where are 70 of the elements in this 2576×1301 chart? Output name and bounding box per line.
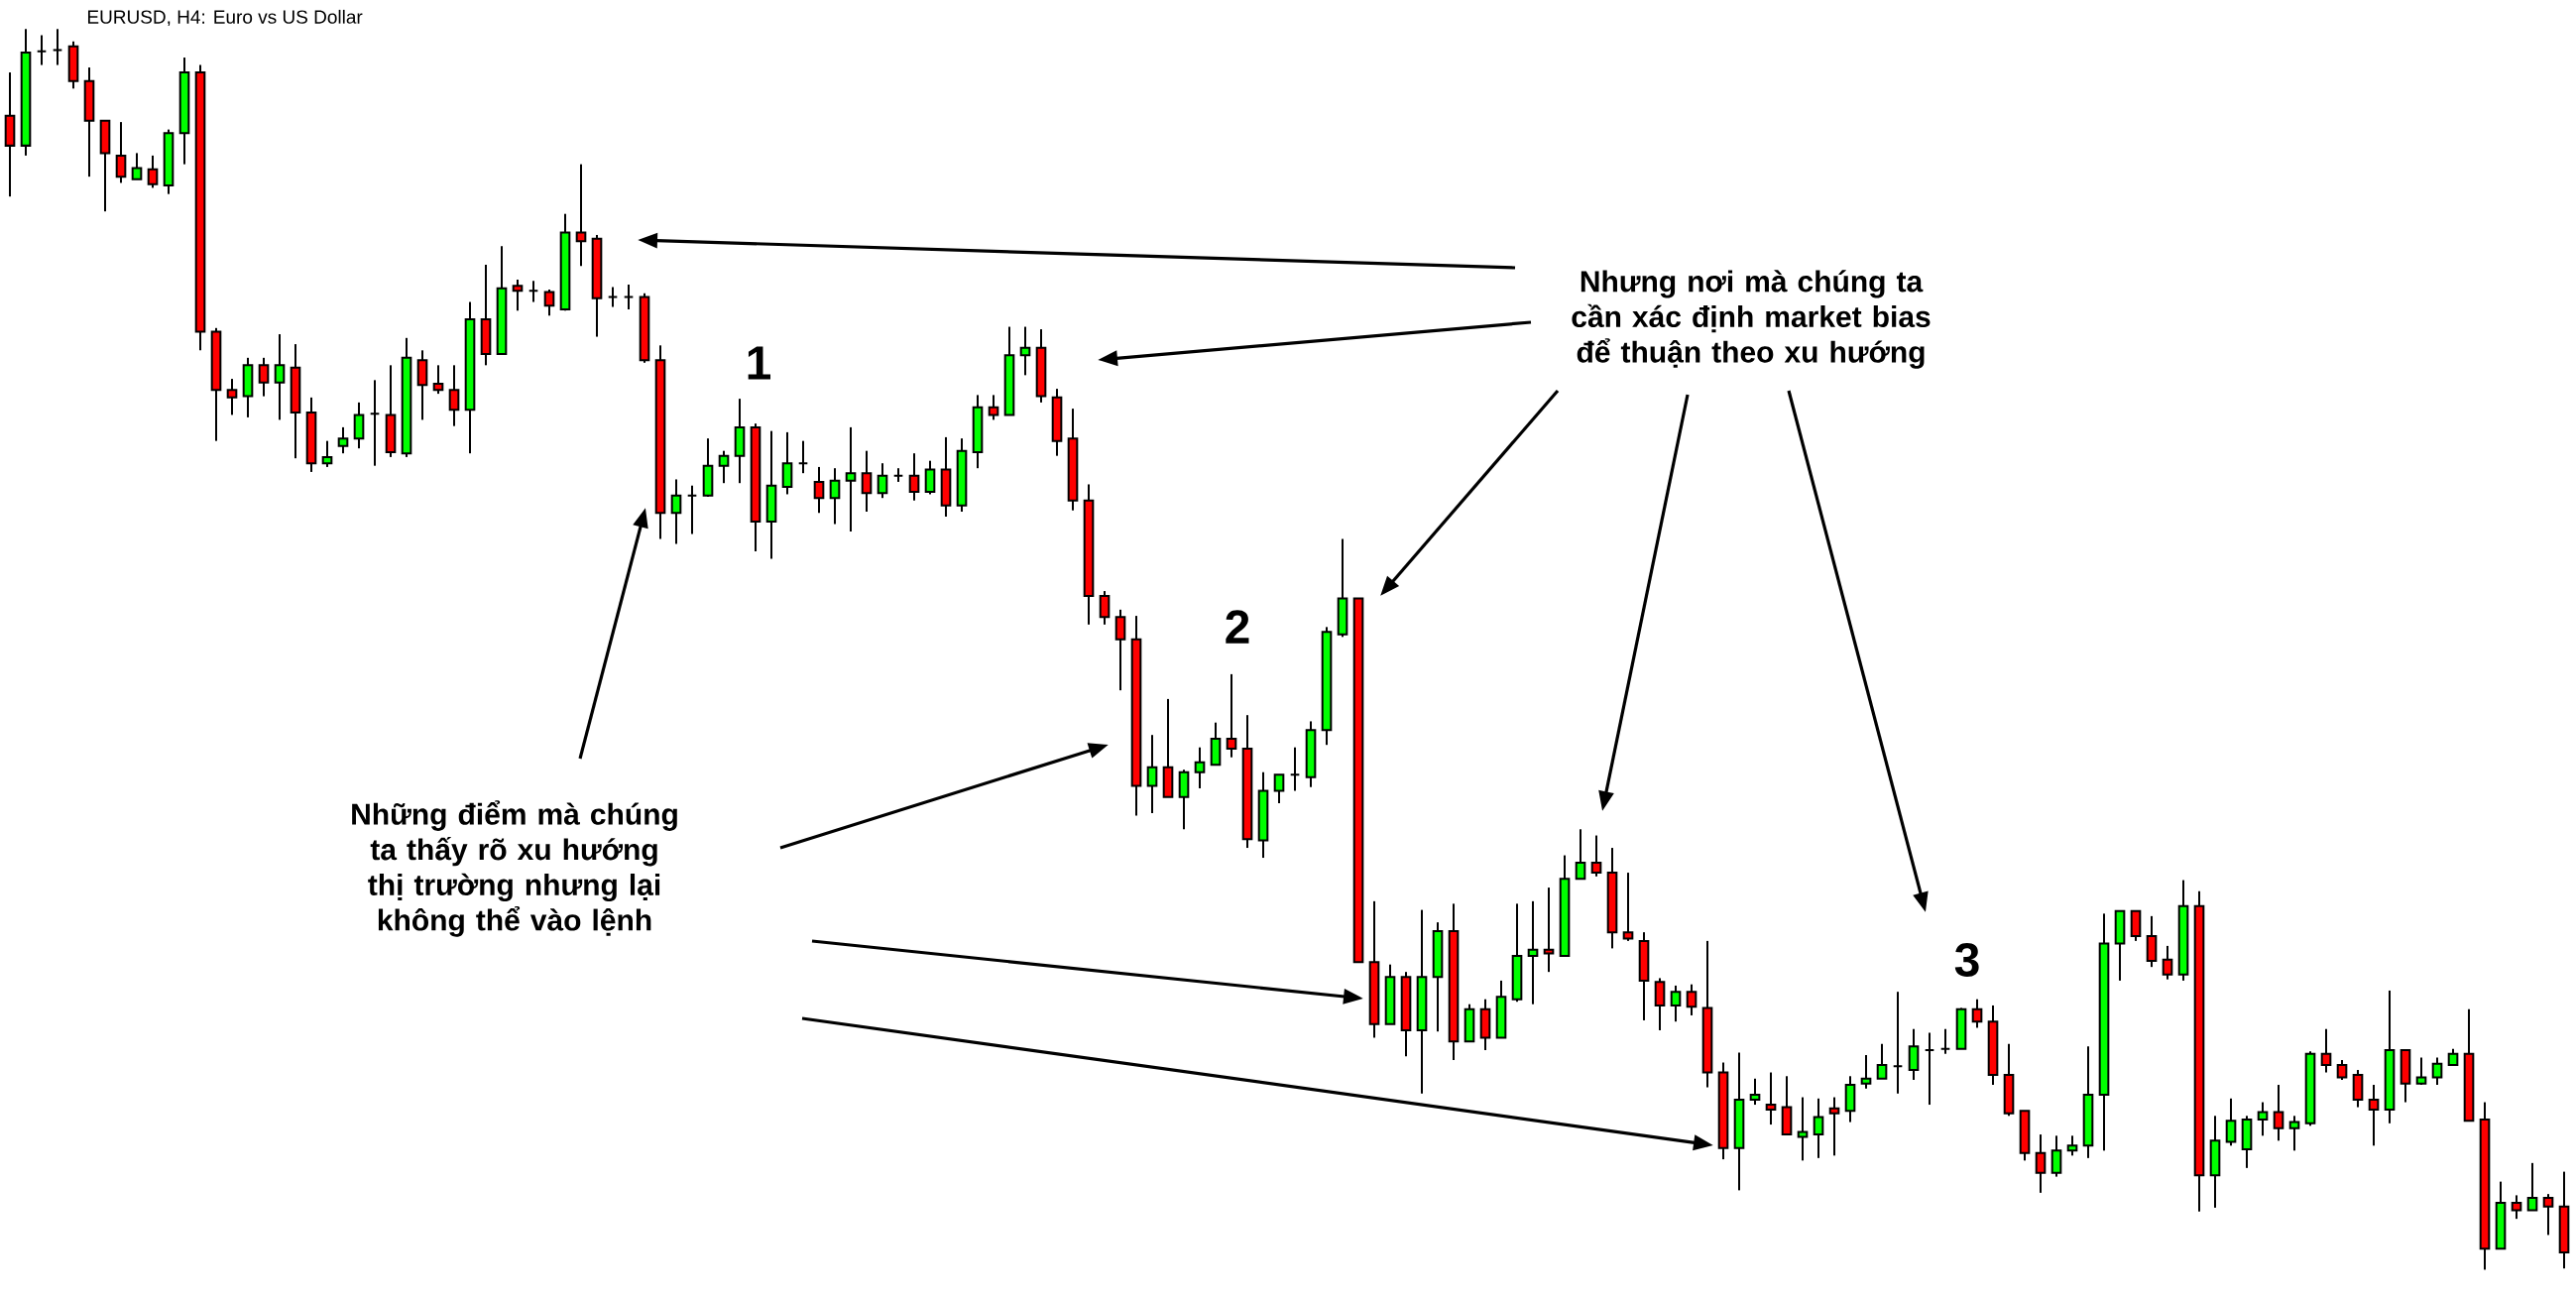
candlestick bbox=[1194, 746, 1206, 789]
candlestick bbox=[115, 121, 127, 184]
candlestick bbox=[147, 154, 159, 189]
candlestick bbox=[1828, 1096, 1840, 1157]
candlestick bbox=[924, 459, 936, 496]
candlestick bbox=[512, 279, 524, 312]
candlestick bbox=[877, 462, 888, 500]
candlestick bbox=[845, 425, 857, 532]
candlestick bbox=[1527, 899, 1539, 1005]
candlestick bbox=[2415, 1056, 2427, 1087]
candlestick bbox=[1876, 1042, 1888, 1080]
candlestick bbox=[1670, 984, 1682, 1023]
candlestick bbox=[2050, 1134, 2062, 1178]
candlestick bbox=[2273, 1084, 2284, 1142]
candlestick bbox=[258, 356, 270, 398]
candlestick bbox=[1273, 773, 1285, 805]
candlestick bbox=[1654, 977, 1666, 1031]
candlestick bbox=[908, 452, 920, 502]
candlestick bbox=[575, 163, 587, 268]
candlestick bbox=[448, 364, 460, 427]
candlestick bbox=[2288, 1115, 2300, 1152]
candlestick bbox=[988, 394, 999, 421]
candlestick bbox=[1765, 1071, 1777, 1126]
candlestick bbox=[2162, 944, 2173, 981]
candlestick bbox=[670, 478, 682, 545]
candlestick bbox=[1749, 1077, 1761, 1107]
annotation: 3 bbox=[1954, 942, 1979, 978]
annotation: 1 bbox=[748, 346, 771, 380]
candlestick bbox=[1622, 872, 1634, 942]
candlestick bbox=[781, 430, 793, 496]
candlestick bbox=[718, 449, 730, 485]
candlestick bbox=[1686, 983, 1698, 1016]
candlestick bbox=[1099, 590, 1111, 626]
candlestick bbox=[1797, 1096, 1809, 1162]
candlestick bbox=[274, 333, 286, 421]
annotation: Những điểm mà chúng ta thấy rõ xu hướng thị trường nhưng lại không thể vào lệnh bbox=[352, 800, 677, 937]
candlestick bbox=[1908, 1027, 1920, 1082]
candlestick bbox=[2526, 1161, 2538, 1212]
candlestick bbox=[131, 152, 143, 180]
chart-title: EURUSD, H4: Euro vs US Dollar bbox=[87, 9, 363, 27]
candlestick bbox=[1575, 828, 1586, 881]
candlestick bbox=[2431, 1056, 2443, 1087]
candlestick bbox=[861, 449, 873, 513]
candlestick bbox=[353, 401, 365, 450]
candlestick bbox=[321, 439, 333, 468]
candlestick bbox=[1114, 608, 1126, 692]
annotation: Nhưng nơi mà chúng ta cần xác định market bias để thuận theo xu hướng bbox=[1572, 270, 1931, 369]
annotation: 2 bbox=[1226, 610, 1249, 644]
candlestick bbox=[2257, 1101, 2269, 1137]
candlestick bbox=[2066, 1134, 2078, 1157]
candlestick bbox=[1813, 1097, 1824, 1159]
candlestick bbox=[432, 364, 444, 396]
candlestick bbox=[2035, 1133, 2047, 1194]
candlestick bbox=[2320, 1027, 2332, 1074]
candlestick bbox=[1860, 1054, 1872, 1090]
candlestick bbox=[813, 465, 825, 515]
candlestick bbox=[1019, 325, 1031, 377]
candlestick bbox=[829, 467, 841, 526]
candlestick bbox=[1590, 834, 1602, 878]
candlestick bbox=[2511, 1194, 2522, 1221]
candlestick bbox=[1971, 998, 1983, 1029]
candlestick bbox=[1226, 672, 1237, 759]
candlestick bbox=[2542, 1193, 2554, 1237]
candlestick bbox=[2368, 1084, 2380, 1147]
candlestick bbox=[337, 425, 349, 455]
candlestick bbox=[226, 378, 238, 416]
candlestick bbox=[1146, 734, 1158, 815]
candlestick bbox=[543, 289, 555, 317]
candlestick bbox=[2225, 1097, 2237, 1147]
candlestick bbox=[2336, 1059, 2348, 1082]
